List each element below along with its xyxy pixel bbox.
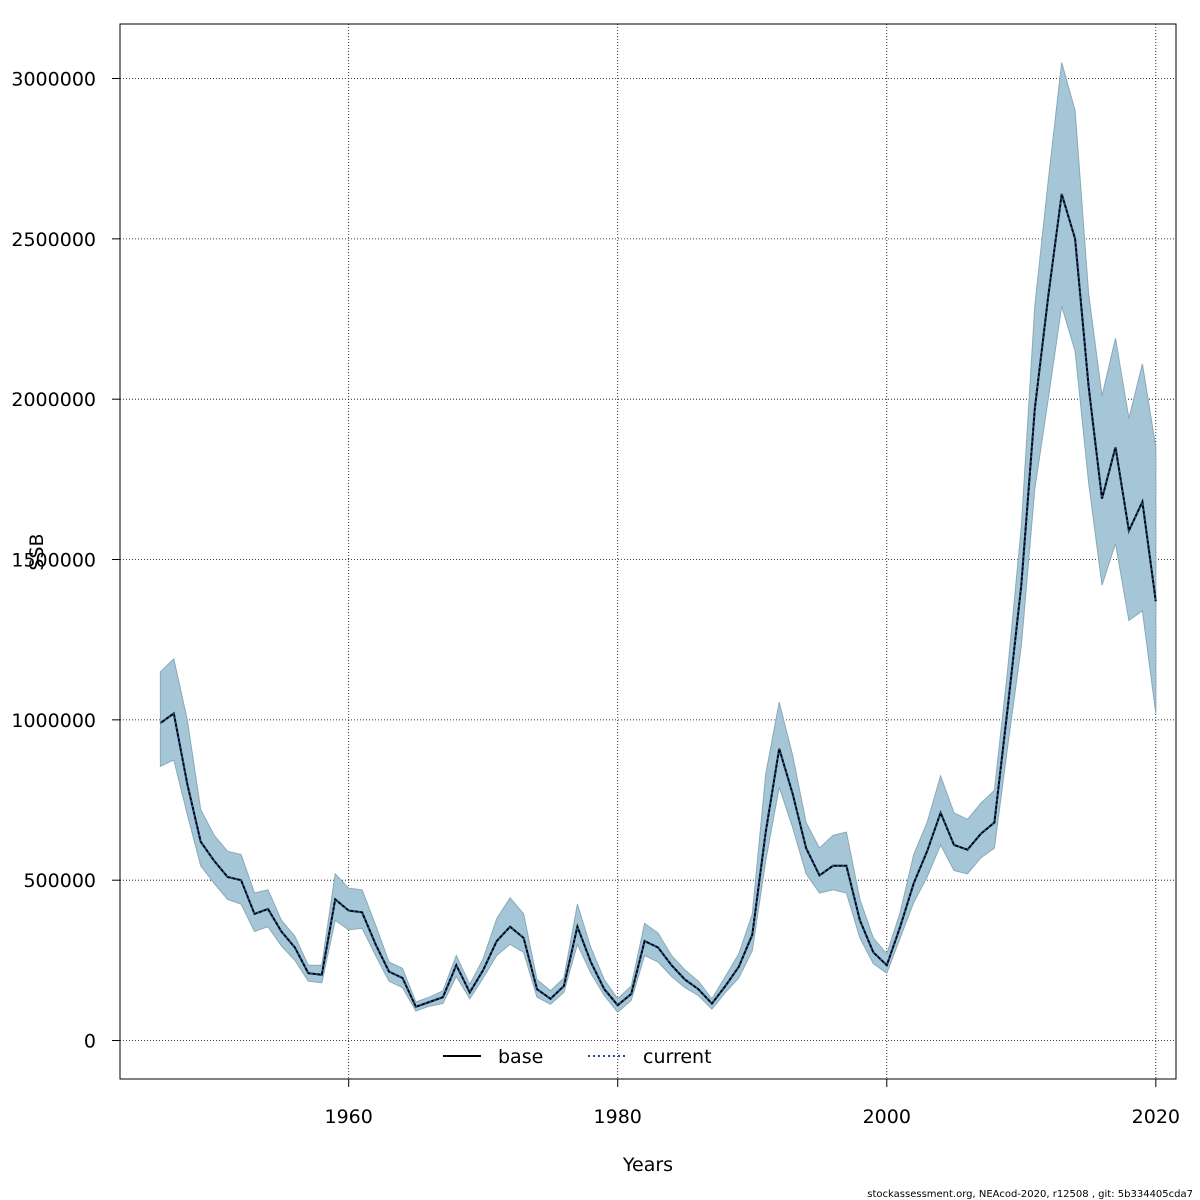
x-tick-label: 1980: [594, 1106, 642, 1128]
x-tick-label: 1960: [325, 1106, 373, 1128]
footer-credit: stockassessment.org, NEAcod-2020, r12508…: [867, 1189, 1193, 1200]
x-axis-title: Years: [622, 1154, 673, 1176]
plot-border: [119, 23, 1177, 1080]
legend: base current: [443, 1046, 712, 1068]
x-axis: 1960 1980 2000 2020: [325, 1079, 1180, 1128]
legend-label-base: base: [498, 1046, 543, 1068]
plot-area: [120, 24, 1176, 1079]
x-tick-label: 2000: [863, 1106, 911, 1128]
y-tick-label: 0: [84, 1031, 96, 1053]
y-tick-label: 500000: [23, 870, 96, 892]
y-tick-label: 2000000: [11, 389, 96, 411]
series-line-current: [159, 193, 1157, 1009]
x-tick-label: 2020: [1132, 1106, 1180, 1128]
legend-label-current: current: [643, 1046, 712, 1068]
confidence-band: [159, 62, 1157, 1014]
y-tick-label: 1500000: [11, 550, 96, 572]
y-tick-label: 3000000: [11, 69, 96, 91]
y-tick-label: 2500000: [11, 229, 96, 251]
y-axis-title: SSB: [26, 533, 48, 570]
y-axis: 0 500000 1000000 1500000 2000000 2500000 30000…: [11, 69, 120, 1053]
y-tick-label: 1000000: [11, 710, 96, 732]
